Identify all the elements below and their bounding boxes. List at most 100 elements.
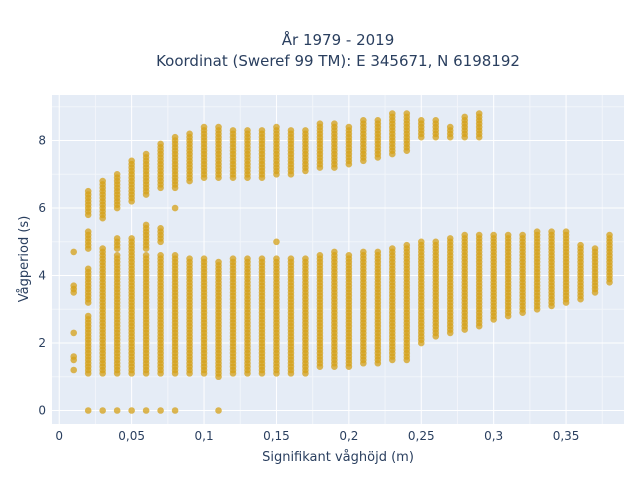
y-tick-labels: 0 2 4 6 8	[38, 134, 46, 418]
y-tick-label: 6	[38, 201, 46, 215]
data-point	[244, 255, 251, 262]
data-point	[84, 265, 92, 273]
data-point	[389, 245, 396, 252]
data-point	[475, 231, 483, 239]
data-point	[215, 123, 222, 131]
data-point	[186, 255, 193, 262]
data-point	[345, 123, 353, 131]
data-point	[331, 120, 338, 127]
data-point	[128, 407, 135, 414]
x-tick-label: 0,2	[339, 429, 358, 443]
data-point	[287, 127, 295, 134]
data-point	[461, 231, 469, 239]
data-point	[142, 150, 150, 158]
data-point	[128, 235, 135, 242]
data-point	[302, 127, 309, 134]
data-point	[99, 245, 106, 252]
data-point	[548, 228, 555, 235]
x-tick-label: 0,15	[263, 429, 290, 443]
data-point	[374, 117, 382, 124]
x-tick-label: 0,25	[408, 429, 435, 443]
x-tick-label: 0,05	[118, 429, 145, 443]
data-point	[591, 245, 599, 252]
data-point	[70, 282, 78, 289]
data-point	[316, 120, 324, 127]
data-point	[331, 248, 338, 256]
data-point	[273, 255, 280, 262]
y-tick-label: 2	[38, 336, 46, 350]
data-point	[142, 407, 150, 414]
data-point	[389, 110, 396, 117]
data-point	[215, 407, 222, 414]
data-point	[84, 228, 92, 235]
data-point	[84, 187, 92, 195]
data-point	[273, 123, 280, 131]
y-tick-label: 8	[38, 134, 46, 148]
data-point	[577, 241, 584, 249]
data-point	[99, 177, 106, 185]
data-point	[302, 255, 309, 262]
data-point	[113, 235, 121, 242]
data-point	[475, 110, 483, 117]
data-point	[461, 113, 469, 121]
chart-title-line1: År 1979 - 2019	[282, 30, 395, 49]
data-point	[142, 251, 150, 259]
chart-title-line2: Koordinat (Sweref 99 TM): E 345671, N 61…	[156, 52, 520, 70]
x-tick-label: 0,35	[553, 429, 580, 443]
data-point	[99, 407, 106, 414]
data-point	[200, 123, 208, 131]
data-point	[360, 117, 367, 124]
data-point	[70, 329, 78, 337]
data-point	[345, 251, 353, 259]
y-tick-label: 0	[38, 404, 46, 418]
data-point	[113, 171, 121, 178]
data-point	[84, 407, 92, 414]
data-point	[113, 407, 121, 414]
data-point	[417, 117, 425, 124]
data-point	[403, 241, 411, 249]
data-point	[446, 123, 454, 131]
y-tick-label: 4	[38, 269, 46, 283]
data-point	[200, 255, 208, 262]
data-points	[70, 110, 613, 414]
x-tick-labels: 0 0,05 0,1 0,15 0,2 0,25 0,3 0,35	[55, 429, 579, 443]
data-point	[157, 140, 164, 148]
data-point	[519, 231, 526, 239]
data-point	[186, 130, 193, 138]
x-axis-title: Signifikant våghöjd (m)	[262, 450, 414, 465]
data-point	[171, 204, 179, 212]
data-point	[229, 255, 237, 262]
data-point	[215, 258, 222, 266]
data-point	[403, 110, 411, 117]
data-point	[84, 312, 92, 320]
y-axis-title: Vågperiod (s)	[17, 216, 32, 303]
data-point	[157, 251, 164, 259]
data-point	[258, 255, 266, 262]
x-tick-label: 0,3	[484, 429, 503, 443]
data-point	[70, 248, 78, 256]
data-point	[417, 238, 425, 246]
data-point	[229, 127, 237, 134]
data-point	[490, 231, 497, 239]
data-point	[128, 157, 135, 165]
data-point	[70, 353, 78, 360]
data-point	[360, 248, 367, 256]
data-point	[504, 231, 512, 239]
data-point	[258, 127, 266, 134]
data-point	[606, 231, 613, 239]
data-point	[157, 224, 164, 232]
data-point	[273, 238, 280, 246]
data-point	[562, 228, 570, 235]
data-point	[142, 221, 150, 229]
data-point	[244, 127, 251, 134]
data-point	[70, 366, 78, 374]
data-point	[374, 248, 382, 256]
data-point	[432, 238, 440, 246]
x-tick-label: 0,1	[195, 429, 214, 443]
data-point	[316, 251, 324, 259]
data-point	[171, 407, 179, 414]
data-point	[446, 235, 454, 242]
data-point	[533, 228, 541, 235]
data-point	[113, 251, 121, 259]
